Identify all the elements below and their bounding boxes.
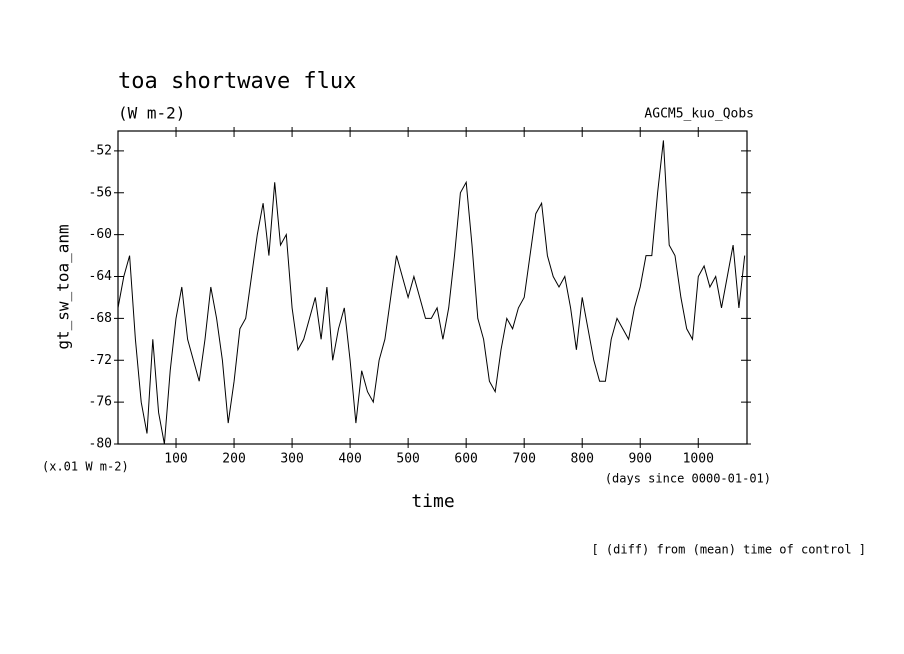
- y-tick-label: -52: [89, 143, 112, 158]
- x-unit: (days since 0000-01-01): [605, 472, 771, 486]
- x-tick-label: 700: [512, 452, 535, 467]
- x-tick-label: 100: [164, 452, 187, 467]
- x-tick-label: 400: [338, 452, 361, 467]
- footnote: [ (diff) from (mean) time of control ]: [591, 543, 866, 557]
- y-tick-label: -80: [89, 437, 112, 452]
- y-tick-label: -76: [89, 395, 112, 410]
- annotation: AGCM5_kuo_Qobs: [644, 107, 754, 122]
- y-tick-label: -56: [89, 185, 112, 200]
- data-line: [117, 140, 746, 445]
- y-tick-label: -60: [89, 227, 112, 242]
- x-tick-label: 900: [628, 452, 651, 467]
- x-tick-label: 1000: [683, 452, 714, 467]
- x-axis-label: time: [411, 491, 454, 512]
- x-tick-label: 300: [280, 452, 303, 467]
- y-unit: (x.01 W m-2): [42, 460, 129, 474]
- x-tick-label: 600: [454, 452, 477, 467]
- chart-title: toa shortwave flux: [118, 69, 356, 94]
- x-tick-label: 800: [570, 452, 593, 467]
- y-tick-label: -68: [89, 311, 112, 326]
- y-axis-label: gt_sw_toa_anm: [54, 224, 73, 349]
- x-tick-label: 500: [396, 452, 419, 467]
- y-tick-label: -72: [89, 353, 112, 368]
- x-tick-label: 200: [222, 452, 245, 467]
- chart-subtitle: (W m-2): [118, 104, 185, 123]
- plot-frame: [117, 130, 748, 445]
- y-tick-label: -64: [89, 269, 113, 284]
